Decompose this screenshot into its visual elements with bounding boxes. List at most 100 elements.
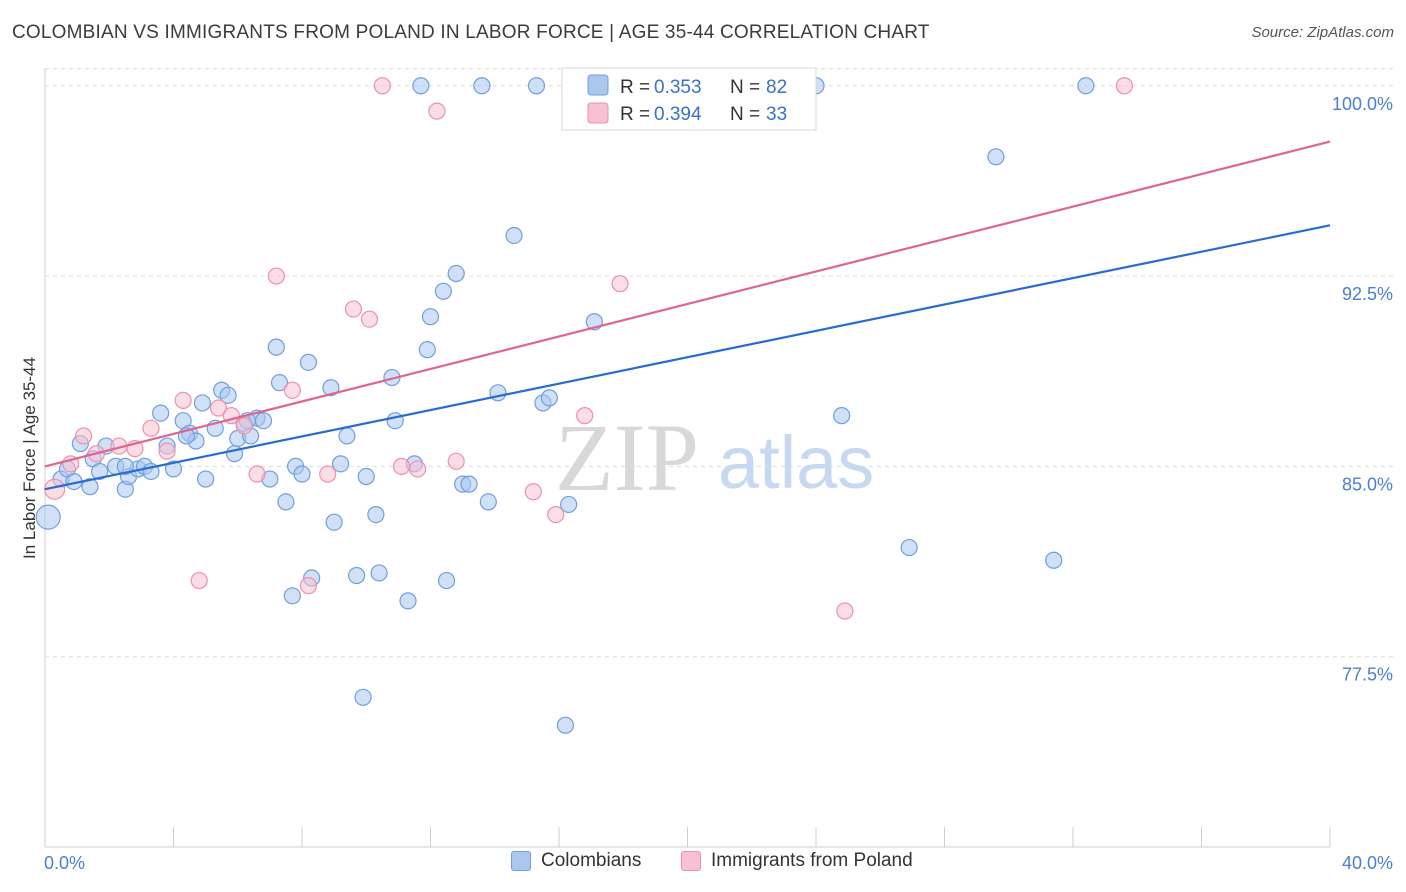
legend-swatch-poland	[587, 102, 609, 124]
watermark: ZIP atlas	[555, 404, 874, 511]
colombian-point	[357, 467, 375, 486]
legend-swatch-colombians-bottom	[511, 851, 531, 871]
trend-lines	[44, 140, 1331, 491]
colombian-point	[479, 493, 497, 511]
watermark-atlas: atlas	[718, 421, 874, 504]
legend-n-value-2: 33	[766, 104, 787, 125]
poland-point	[1115, 77, 1134, 95]
colombian-point	[293, 465, 311, 483]
poland-point	[524, 483, 542, 501]
legend-n-value-1: 82	[766, 77, 787, 98]
colombian-point	[354, 688, 372, 706]
colombian-point	[81, 478, 99, 496]
y-tick-label-1: 85.0%	[1342, 474, 1393, 494]
colombian-point	[283, 587, 301, 605]
colombian-point	[418, 341, 436, 359]
colombian-point	[35, 504, 61, 530]
colombian-point	[399, 592, 417, 610]
colombians-trend-line	[44, 224, 1331, 491]
colombian-point	[527, 77, 546, 95]
colombian-point	[348, 566, 366, 585]
poland-point	[392, 457, 411, 475]
legend-swatch-poland-bottom	[681, 851, 701, 871]
legend-r-value-2: 0.394	[654, 104, 702, 125]
colombian-point	[367, 505, 385, 524]
colombian-point	[833, 407, 851, 425]
legend-n-label-1: N =	[730, 77, 760, 98]
poland-trend-line	[44, 140, 1331, 468]
colombian-point	[152, 404, 170, 422]
poland-point	[360, 310, 379, 328]
poland-point	[44, 478, 66, 500]
colombian-point	[1077, 77, 1095, 95]
x-tick-labels: 0.0% 40.0%	[44, 853, 1393, 873]
colombian-point	[434, 282, 452, 300]
poland-point	[174, 391, 192, 410]
colombian-point	[421, 308, 440, 326]
poland-point	[428, 102, 446, 120]
colombian-point	[270, 374, 289, 392]
poland-point	[190, 571, 208, 590]
colombian-point	[1045, 551, 1063, 569]
colombian-point	[331, 455, 350, 473]
poland-point	[235, 417, 253, 435]
colombian-point	[193, 394, 212, 412]
poland-point	[373, 77, 391, 95]
y-tick-labels: 77.5% 85.0% 92.5% 100.0%	[1332, 94, 1393, 685]
legend-r-label-1: R =	[620, 77, 650, 98]
colombian-point	[299, 353, 318, 371]
colombian-point	[338, 427, 356, 445]
x-tick-label-max: 40.0%	[1342, 853, 1393, 873]
legend-item-poland: Immigrants from Poland	[681, 850, 913, 872]
poland-point	[547, 505, 565, 524]
y-tick-label-0: 77.5%	[1342, 665, 1393, 685]
y-tick-label-3: 100.0%	[1332, 94, 1393, 114]
colombian-point	[437, 571, 456, 590]
poland-point	[836, 602, 854, 620]
axes	[44, 68, 1331, 848]
colombian-point	[900, 538, 918, 557]
colombian-point	[540, 389, 558, 407]
colombian-point	[164, 460, 183, 478]
legend-r-label-2: R =	[620, 104, 650, 125]
colombian-point	[556, 716, 575, 734]
colombian-point	[560, 495, 578, 514]
poland-point	[283, 381, 301, 399]
poland-point	[319, 465, 337, 483]
colombian-point	[254, 412, 273, 430]
colombian-point	[219, 386, 237, 404]
poland-point	[158, 442, 176, 460]
poland-point	[344, 300, 362, 318]
colombian-point	[116, 457, 134, 475]
watermark-zip: ZIP	[555, 404, 699, 511]
colombian-point	[473, 77, 491, 95]
colombian-point	[447, 264, 465, 283]
colombian-point	[197, 470, 215, 488]
colombian-point	[987, 148, 1005, 166]
poland-point	[299, 577, 318, 595]
colombian-point	[370, 564, 388, 582]
poland-point	[611, 275, 629, 293]
y-axis-label: In Labor Force | Age 35-44	[20, 357, 39, 559]
x-tick-label-min: 0.0%	[44, 853, 85, 873]
colombian-point	[267, 338, 285, 356]
poland-point	[142, 419, 160, 437]
series-legend: Colombians Immigrants from Poland	[0, 850, 1406, 880]
legend-item-colombians: Colombians	[511, 850, 641, 872]
poland-point	[267, 267, 285, 285]
poland-point	[248, 465, 266, 483]
poland-point	[209, 399, 228, 417]
legend-label-colombians: Colombians	[541, 850, 642, 871]
colombian-point	[91, 462, 109, 481]
chart-title: COLOMBIAN VS IMMIGRANTS FROM POLAND IN L…	[12, 22, 930, 43]
colombian-point	[412, 77, 430, 95]
poland-point	[74, 427, 93, 445]
legend-n-label-2: N =	[730, 104, 760, 125]
poland-point	[447, 452, 465, 470]
colombian-point	[505, 226, 523, 245]
colombian-point	[325, 513, 343, 531]
poland-point	[576, 407, 594, 425]
colombian-point	[277, 493, 295, 511]
grid-lines	[45, 68, 1395, 658]
